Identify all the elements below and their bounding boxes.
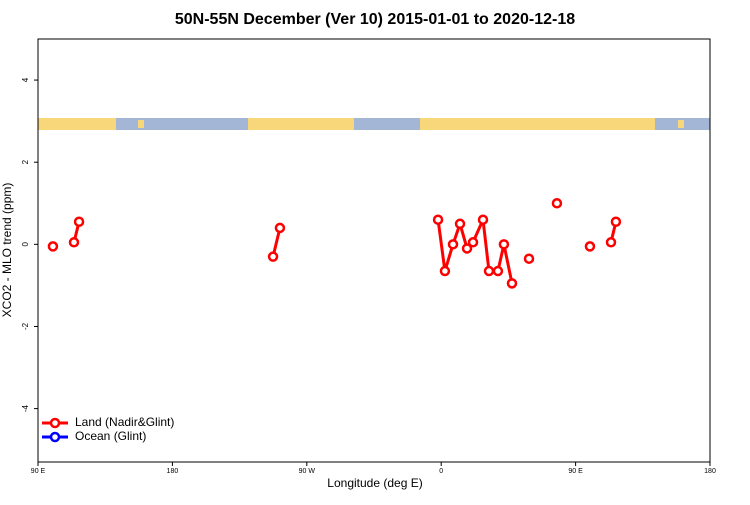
data-point xyxy=(483,265,495,277)
data-point xyxy=(506,278,518,289)
x-tick-label: 90 W xyxy=(299,468,316,475)
data-point xyxy=(454,218,466,230)
data-point xyxy=(274,222,286,234)
chart-title: 50N-55N December (Ver 10) 2015-01-01 to … xyxy=(175,11,575,28)
y-tick-label: -2 xyxy=(21,322,30,330)
data-point xyxy=(73,216,85,228)
data-point xyxy=(439,265,451,277)
y-axis-label: XCO2 - MLO trend (ppm) xyxy=(0,183,14,318)
data-point xyxy=(605,237,617,248)
data-point xyxy=(584,241,596,252)
data-point xyxy=(492,265,504,277)
y-tick-label: 4 xyxy=(21,77,30,82)
legend: Land (Nadir&Glint) Ocean (Glint) xyxy=(42,415,174,443)
legend-label: Land (Nadir&Glint) xyxy=(75,415,174,429)
x-tick-label: 0 xyxy=(439,468,443,475)
data-point xyxy=(610,216,622,228)
x-tick-label: 180 xyxy=(704,468,716,475)
data-point xyxy=(432,214,444,225)
data-point xyxy=(267,251,279,262)
data-point xyxy=(68,237,80,248)
plot-frame xyxy=(37,38,711,463)
data-point xyxy=(447,239,459,250)
data-point xyxy=(461,243,473,254)
data-point xyxy=(467,237,479,248)
legend-label: Ocean (Glint) xyxy=(75,429,146,443)
data-point xyxy=(477,214,489,225)
land-ocean-strip xyxy=(38,118,710,130)
data-point xyxy=(551,198,563,209)
data-point xyxy=(498,239,510,250)
legend-marker xyxy=(49,417,61,429)
legend-marker xyxy=(49,431,61,443)
y-tick-label: 0 xyxy=(21,242,30,247)
series-line xyxy=(72,214,618,284)
y-tick-label: 2 xyxy=(21,159,30,164)
x-axis-label: Longitude (deg E) xyxy=(327,476,422,490)
x-tick-label: 180 xyxy=(167,468,179,475)
data-point xyxy=(523,253,535,264)
y-tick-label: -4 xyxy=(21,405,30,413)
x-tick-label: 90 E xyxy=(31,468,46,475)
data-point xyxy=(47,241,59,252)
x-tick-label: 90 E xyxy=(568,468,583,475)
